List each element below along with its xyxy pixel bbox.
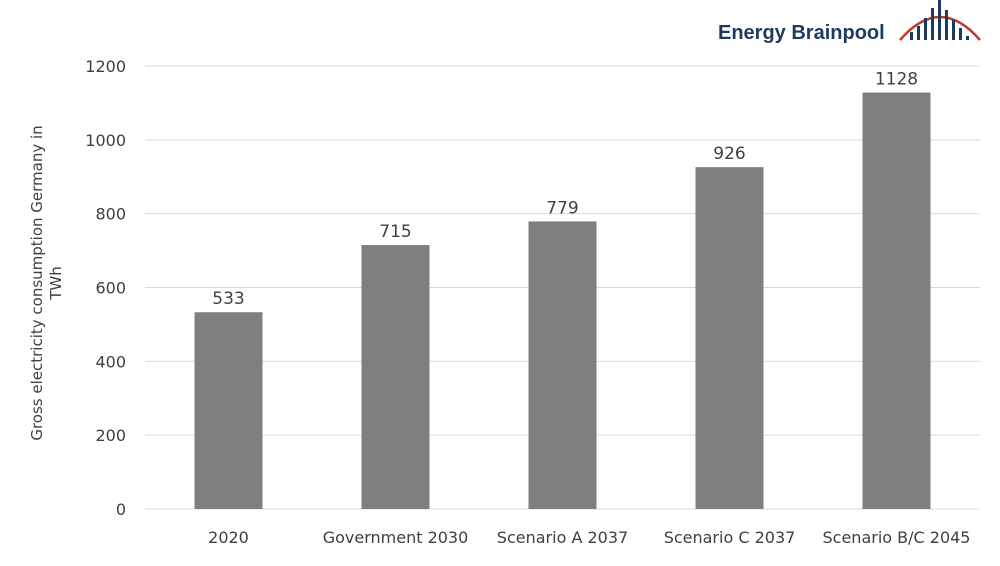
y-tick-label: 600 [95,279,126,298]
data-label: 533 [212,289,244,309]
data-label: 715 [379,222,411,242]
y-tick-label: 800 [95,205,126,224]
y-tick-label: 1000 [85,131,126,150]
y-axis-title: Gross electricity consumption Germany in… [28,125,65,440]
energy-brainpool-logo: Energy Brainpool [718,0,981,44]
data-label: 779 [546,198,578,218]
bar [695,167,764,509]
bar [528,221,597,509]
y-tick-label: 1200 [85,57,126,76]
x-axis-labels: 2020 Government 2030 Scenario A 2037 Scenar… [208,528,970,547]
logo-mark-icon [899,0,981,41]
y-axis-title-line-2: TWh [47,266,65,301]
data-labels: 533 715 779 926 1128 [212,70,918,310]
data-label: 1128 [875,70,918,90]
bar [194,312,263,509]
bar [361,245,430,509]
x-category-label: Scenario B/C 2045 [823,528,971,547]
bar [862,92,931,509]
logo-text: Energy Brainpool [718,22,885,44]
x-category-label: Scenario C 2037 [664,528,796,547]
y-tick-label: 200 [95,426,126,445]
y-axis-title-line-1: Gross electricity consumption Germany in [28,125,46,440]
x-category-label: 2020 [208,528,249,547]
y-axis-ticks: 0 200 400 600 800 1000 1200 [85,57,126,519]
y-tick-label: 400 [95,352,126,371]
data-label: 926 [713,144,745,164]
bars [194,92,931,509]
x-category-label: Government 2030 [323,528,469,547]
x-category-label: Scenario A 2037 [497,528,628,547]
y-tick-label: 0 [116,500,126,519]
